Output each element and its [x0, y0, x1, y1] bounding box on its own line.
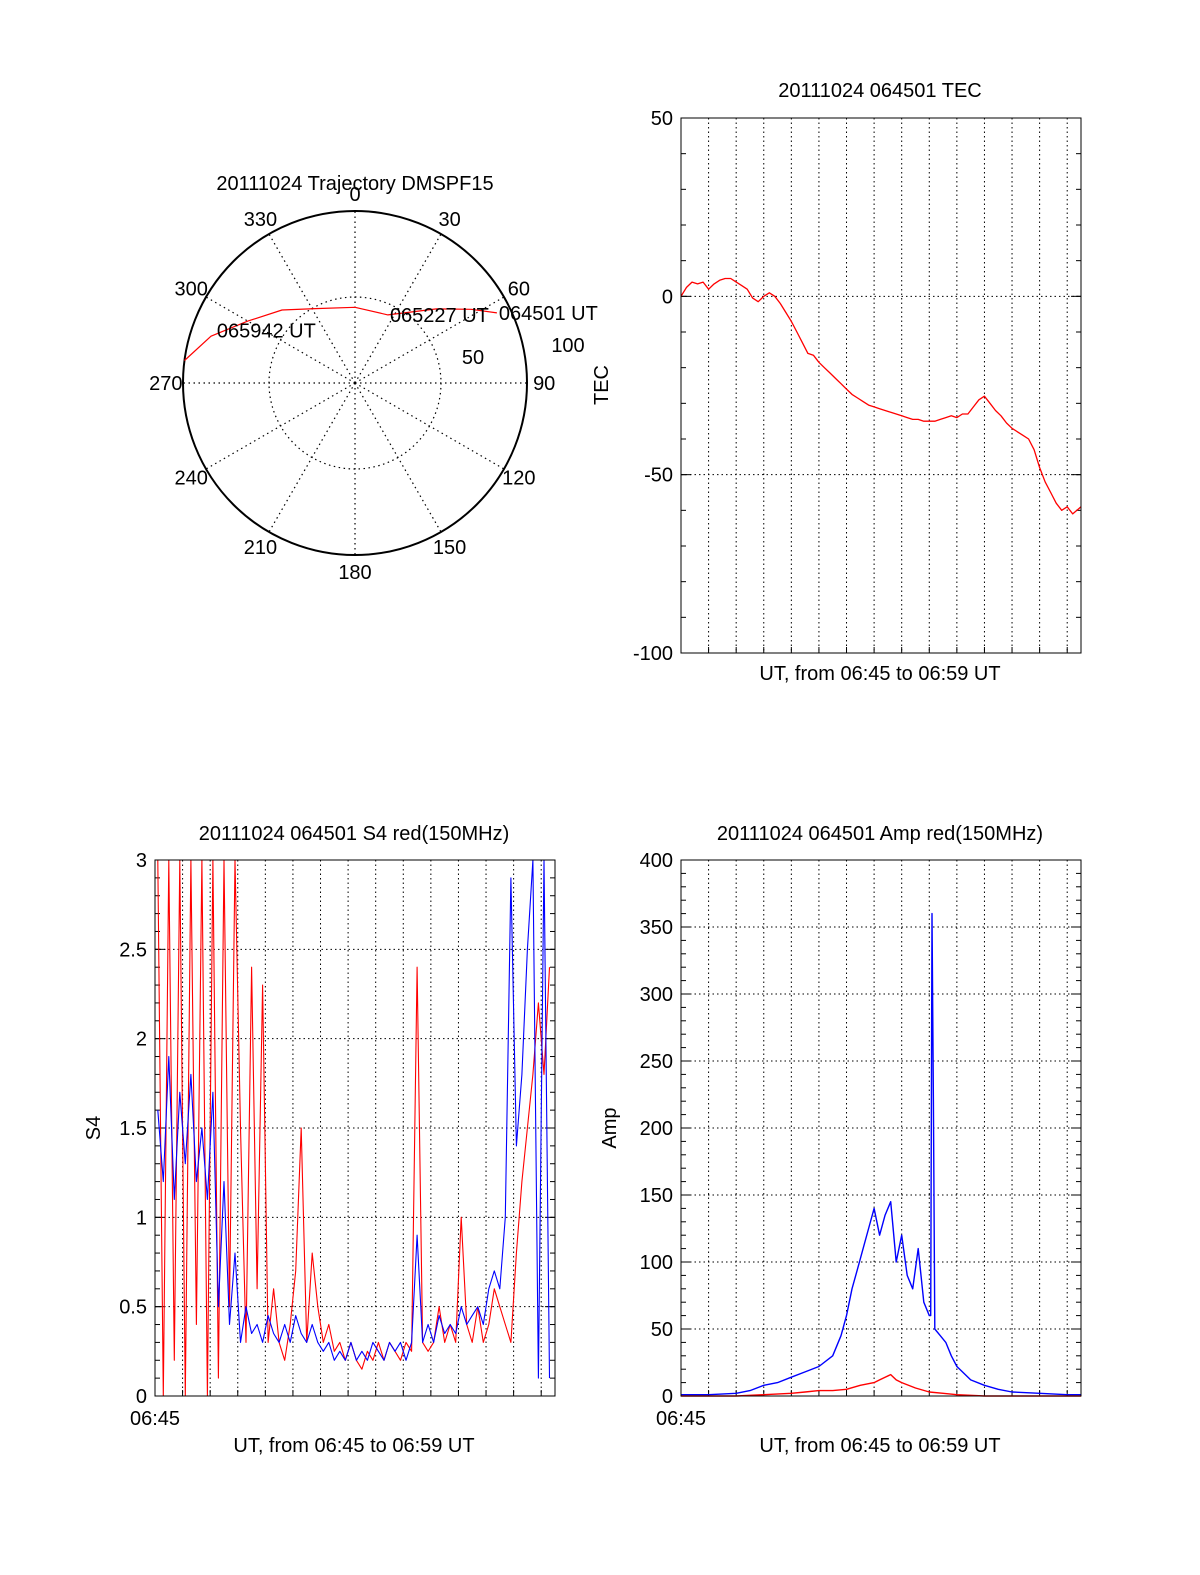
amp-grid: 0 50 100 150 200 250 300 350 400: [640, 850, 1081, 1408]
polar-title: 20111024 Trajectory DMSPF15: [216, 173, 493, 195]
s4-ytick-label: 0.5: [119, 1297, 147, 1319]
polar-angle-label: 0: [349, 184, 360, 206]
tec-frame: [680, 117, 1082, 654]
polar-radius-label: 50: [462, 347, 484, 369]
amp-series-line: [681, 1373, 1081, 1397]
polar-spoke: [268, 382, 356, 533]
amp-xlabel: UT, from 06:45 to 06:59 UT: [759, 1435, 1000, 1457]
polar-angle-label: 240: [174, 468, 207, 490]
amp-ytick-label: 300: [640, 984, 673, 1006]
amp-panel: 20111024 064501 Amp red(150MHz) UT, from…: [599, 823, 1082, 1457]
polar-spoke: [354, 296, 505, 384]
amp-frame: [680, 859, 1082, 1397]
tec-grid: -100 -50 0 50: [633, 108, 1081, 665]
polar-radius-label: 100: [551, 335, 584, 357]
amp-xtick-label: 06:45: [656, 1408, 706, 1430]
tec-panel: 20111024 064501 TEC UT, from 06:45 to 06…: [591, 80, 1082, 685]
amp-ylabel: Amp: [599, 1107, 621, 1148]
tec-title: 20111024 064501 TEC: [778, 80, 982, 102]
tec-series: [680, 277, 1082, 515]
s4-ytick-label: 2.5: [119, 939, 147, 961]
polar-angle-label: 90: [533, 373, 555, 395]
polar-angle-label: 300: [174, 278, 207, 300]
polar-grid: [182, 210, 528, 556]
polar-spoke: [354, 382, 442, 533]
s4-xlabel: UT, from 06:45 to 06:59 UT: [233, 1435, 474, 1457]
amp-ytick-label: 150: [640, 1185, 673, 1207]
polar-trajectory: [184, 306, 497, 361]
polar-spoke: [354, 382, 505, 470]
polar-labels: 0 30 60 90 120 150 180 210 240 270 300 330 50 100 0645…: [149, 184, 598, 584]
tec-xlabel: UT, from 06:45 to 06:59 UT: [759, 663, 1000, 685]
polar-angle-label: 180: [338, 562, 371, 584]
amp-series-line: [681, 912, 1081, 1396]
s4-series-line: [157, 859, 551, 1379]
polar-time-annotation: 064501 UT: [499, 303, 598, 325]
s4-ytick-label: 3: [136, 850, 147, 872]
polar-spoke: [205, 296, 356, 384]
tec-ytick-label: -50: [644, 465, 673, 487]
s4-panel: 20111024 064501 S4 red(150MHz) UT, from …: [83, 823, 556, 1457]
tec-ytick-label: 0: [662, 286, 673, 308]
tec-ytick-label: 50: [651, 108, 673, 130]
s4-ytick-label: 0: [136, 1386, 147, 1408]
amp-series: [681, 912, 1081, 1397]
polar-time-annotation: 065227 UT: [390, 305, 489, 327]
s4-xtick-label: 06:45: [130, 1408, 180, 1430]
s4-series: [157, 859, 551, 1397]
s4-ytick-label: 1.5: [119, 1118, 147, 1140]
s4-ylabel: S4: [83, 1116, 105, 1140]
polar-angle-label: 150: [433, 537, 466, 559]
polar-time-annotation: 065942 UT: [217, 321, 316, 343]
amp-ytick-label: 400: [640, 850, 673, 872]
s4-ytick-label: 2: [136, 1029, 147, 1051]
polar-angle-label: 60: [508, 278, 530, 300]
polar-spoke: [354, 233, 442, 384]
amp-ytick-label: 250: [640, 1051, 673, 1073]
s4-frame: [154, 859, 556, 1397]
amp-ytick-label: 200: [640, 1118, 673, 1140]
amp-ytick-label: 350: [640, 917, 673, 939]
amp-title: 20111024 064501 Amp red(150MHz): [717, 823, 1043, 845]
polar-angle-label: 210: [244, 537, 277, 559]
polar-angle-label: 330: [244, 209, 277, 231]
amp-ytick-label: 50: [651, 1319, 673, 1341]
tec-series-line: [680, 277, 1082, 515]
tec-ytick-label: -100: [633, 643, 673, 665]
polar-angle-label: 120: [502, 468, 535, 490]
s4-ytick-label: 1: [136, 1207, 147, 1229]
polar-trajectory-panel: 20111024 Trajectory DMSPF15 0 30 60 90 120 15…: [149, 173, 598, 584]
amp-ytick-label: 0: [662, 1386, 673, 1408]
amp-ytick-label: 100: [640, 1252, 673, 1274]
polar-angle-label: 270: [149, 373, 182, 395]
polar-outer-circle: [182, 210, 528, 556]
polar-spoke: [205, 382, 356, 470]
tec-ylabel: TEC: [591, 365, 613, 405]
s4-title: 20111024 064501 S4 red(150MHz): [199, 823, 510, 845]
polar-trajectory-line: [184, 306, 497, 361]
polar-angle-label: 30: [438, 209, 460, 231]
